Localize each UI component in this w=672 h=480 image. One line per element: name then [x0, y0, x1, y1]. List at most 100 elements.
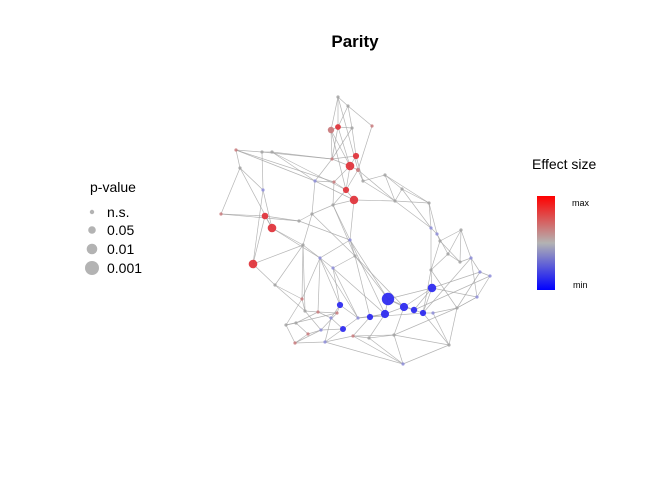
network-edge [430, 240, 441, 271]
network-node [336, 95, 340, 99]
network-node [284, 323, 288, 327]
network-edge [261, 151, 333, 160]
network-edge [353, 199, 396, 202]
network-edge [330, 129, 333, 160]
pvalue-legend-label-005: 0.05 [107, 222, 134, 238]
network-edge [384, 174, 396, 202]
pvalue-legend-symbol-0001 [85, 261, 99, 275]
network-node [350, 126, 354, 130]
network-edge [413, 275, 491, 311]
network-edge [317, 311, 332, 319]
network-node [455, 306, 459, 310]
network-edge [302, 213, 313, 246]
network-edge [384, 174, 430, 204]
network-node [348, 238, 352, 242]
network-edge [349, 239, 389, 300]
network-edge [301, 257, 321, 300]
network-edge [294, 341, 326, 344]
pvalue-legend-symbol-005 [88, 226, 96, 234]
network-node [352, 152, 360, 160]
network-edge [220, 213, 300, 222]
network-edge [368, 334, 395, 339]
network-edge [235, 149, 316, 182]
network-node [380, 309, 390, 319]
network-edge [301, 298, 306, 312]
network-edge [239, 167, 264, 191]
network-node [367, 336, 371, 340]
network-node [345, 161, 355, 171]
network-edge [332, 267, 386, 315]
network-edge [422, 287, 433, 314]
network-edge [352, 316, 371, 337]
pvalue-legend-label-001: 0.01 [107, 241, 134, 257]
network-edge [252, 244, 304, 265]
network-edge [432, 312, 450, 346]
network-edge [319, 257, 341, 306]
network-node [261, 188, 265, 192]
network-node [429, 268, 433, 272]
network-edge [301, 244, 304, 300]
network-edge [448, 307, 458, 346]
network-node [488, 274, 492, 278]
network-node [319, 328, 323, 332]
network-edge [357, 169, 396, 202]
network-node [349, 195, 359, 205]
network-edge [470, 257, 478, 298]
network-edge [352, 335, 404, 365]
network-node [306, 332, 310, 336]
network-edge [294, 333, 309, 344]
effect-size-legend: Effect size max min [532, 156, 597, 290]
network-edge [355, 155, 364, 182]
effect-size-colorbar [537, 196, 555, 290]
network-node [234, 148, 238, 152]
network-node [323, 340, 327, 344]
network-edge [220, 167, 241, 215]
network-edge [235, 149, 263, 153]
network-edge [304, 310, 319, 313]
network-edge [274, 284, 303, 300]
network-edge [262, 189, 273, 229]
network-edge [349, 239, 386, 315]
network-node [346, 104, 350, 108]
network-edge [351, 127, 357, 157]
network-node [313, 179, 317, 183]
pvalue-legend-title: p-value [90, 179, 136, 195]
network-node [332, 180, 336, 184]
network-edge [314, 158, 333, 182]
network-edge [332, 181, 335, 206]
network-edge [413, 287, 433, 311]
network-node [393, 199, 397, 203]
network-edge [261, 151, 264, 191]
network-edge [324, 341, 404, 365]
network-edge [235, 149, 241, 169]
network-node [331, 203, 335, 207]
network-node [261, 212, 269, 220]
network-node [300, 297, 304, 301]
network-edge [431, 271, 481, 289]
network-edge [422, 312, 450, 346]
network-node [458, 260, 462, 264]
network-edge [393, 307, 458, 336]
network-edge [354, 255, 389, 300]
network-edge [320, 328, 344, 331]
network-node [340, 326, 346, 332]
network-node [366, 313, 374, 321]
network-node [410, 306, 418, 314]
network-edge [311, 213, 356, 257]
network-edge [342, 317, 359, 330]
network-edge [387, 287, 433, 300]
network-node [431, 311, 435, 315]
network-node [303, 309, 307, 313]
effect-size-max-label: max [572, 198, 590, 208]
network-edge [252, 263, 276, 286]
network-edge [319, 257, 359, 319]
network-edge [393, 334, 404, 365]
network-edge [302, 244, 306, 312]
network-node [370, 124, 374, 128]
network-node [267, 223, 277, 233]
network-edge [430, 253, 449, 271]
network-node [260, 150, 264, 154]
network-nodes [219, 95, 492, 366]
network-edge [294, 329, 322, 344]
